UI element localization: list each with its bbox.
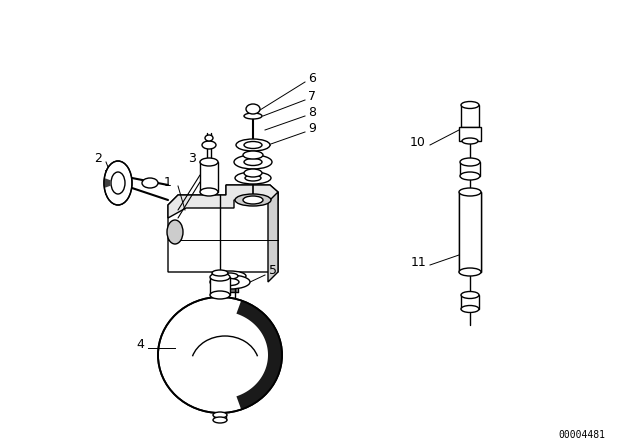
Text: 2: 2 [94, 151, 102, 164]
Ellipse shape [200, 158, 218, 166]
Text: 8: 8 [308, 107, 316, 120]
Ellipse shape [246, 104, 260, 114]
Ellipse shape [244, 113, 262, 119]
Text: 9: 9 [308, 122, 316, 135]
Wedge shape [104, 178, 111, 188]
Ellipse shape [235, 194, 271, 206]
Ellipse shape [460, 158, 480, 166]
Ellipse shape [243, 151, 263, 159]
Bar [461, 295, 479, 309]
Ellipse shape [244, 169, 262, 177]
Ellipse shape [104, 161, 132, 205]
Bar [459, 192, 481, 272]
Ellipse shape [212, 270, 228, 276]
Polygon shape [168, 185, 278, 272]
Text: 00004481: 00004481 [559, 430, 605, 440]
Text: 5: 5 [269, 264, 277, 277]
Text: 6: 6 [308, 73, 316, 86]
Text: 10: 10 [410, 135, 426, 148]
Ellipse shape [244, 159, 262, 165]
Bar [459, 127, 481, 141]
Ellipse shape [142, 178, 158, 188]
Text: 7: 7 [308, 90, 316, 103]
Ellipse shape [205, 135, 213, 141]
Text: 1: 1 [164, 176, 172, 189]
Ellipse shape [460, 172, 480, 180]
Polygon shape [236, 301, 282, 409]
Ellipse shape [243, 196, 263, 204]
Ellipse shape [235, 172, 271, 184]
Bar [210, 277, 230, 295]
Ellipse shape [462, 138, 478, 144]
Text: 4: 4 [136, 337, 144, 350]
Bar [460, 162, 480, 176]
Ellipse shape [167, 220, 183, 244]
Bar [461, 105, 479, 127]
Ellipse shape [459, 268, 481, 276]
Ellipse shape [244, 142, 262, 148]
Ellipse shape [461, 292, 479, 298]
Ellipse shape [459, 188, 481, 196]
Ellipse shape [158, 297, 282, 413]
Ellipse shape [236, 139, 270, 151]
Polygon shape [168, 185, 278, 218]
Text: 11: 11 [410, 255, 426, 268]
Ellipse shape [234, 155, 272, 169]
Ellipse shape [221, 279, 239, 285]
Ellipse shape [222, 273, 238, 279]
Ellipse shape [213, 412, 227, 418]
Ellipse shape [111, 172, 125, 194]
Ellipse shape [210, 273, 230, 281]
Ellipse shape [245, 175, 261, 181]
Ellipse shape [214, 271, 246, 281]
Ellipse shape [213, 417, 227, 423]
Ellipse shape [210, 275, 250, 289]
Text: 3: 3 [188, 151, 196, 164]
Polygon shape [268, 192, 278, 282]
Ellipse shape [461, 102, 479, 108]
Ellipse shape [202, 141, 216, 149]
Ellipse shape [200, 188, 218, 196]
Ellipse shape [461, 306, 479, 313]
Ellipse shape [210, 291, 230, 299]
Bar [200, 162, 218, 192]
